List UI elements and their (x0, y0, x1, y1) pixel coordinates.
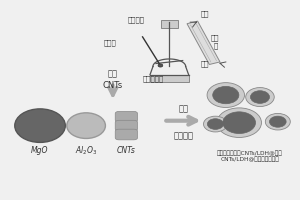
Circle shape (223, 112, 256, 134)
Circle shape (67, 113, 105, 138)
Circle shape (207, 119, 224, 129)
Circle shape (250, 91, 269, 103)
FancyBboxPatch shape (161, 20, 178, 28)
Text: CNTs: CNTs (103, 81, 123, 90)
Circle shape (158, 64, 163, 67)
Text: 冷凝
管: 冷凝 管 (211, 35, 220, 49)
FancyBboxPatch shape (115, 129, 137, 140)
Text: 酸洗: 酸洗 (108, 69, 118, 78)
Circle shape (269, 116, 286, 127)
Circle shape (265, 113, 290, 130)
Text: 干燥焙烧: 干燥焙烧 (173, 131, 193, 140)
Circle shape (203, 116, 227, 132)
Text: 搅拌电机: 搅拌电机 (128, 17, 145, 23)
Text: 水热: 水热 (178, 104, 188, 113)
Circle shape (15, 109, 65, 142)
Text: $Al_2O_3$: $Al_2O_3$ (75, 144, 97, 157)
Text: 具有壳芯结构的CNTs/LDH@氧化
CNTs/LDH@氧化铝复合粉末: 具有壳芯结构的CNTs/LDH@氧化 CNTs/LDH@氧化铝复合粉末 (217, 150, 282, 162)
Circle shape (246, 88, 274, 107)
FancyBboxPatch shape (115, 111, 137, 122)
Circle shape (207, 83, 244, 107)
Polygon shape (187, 21, 220, 64)
Text: 进水: 进水 (201, 60, 209, 67)
Circle shape (217, 108, 262, 137)
Text: 出水: 出水 (201, 10, 209, 17)
Text: 恒温水溶锅: 恒温水溶锅 (142, 75, 164, 82)
Text: CNTs: CNTs (117, 146, 136, 155)
Text: MgO: MgO (31, 146, 49, 155)
FancyBboxPatch shape (150, 75, 189, 82)
Text: 温度计: 温度计 (103, 40, 116, 46)
FancyBboxPatch shape (115, 120, 137, 131)
Circle shape (213, 86, 239, 104)
